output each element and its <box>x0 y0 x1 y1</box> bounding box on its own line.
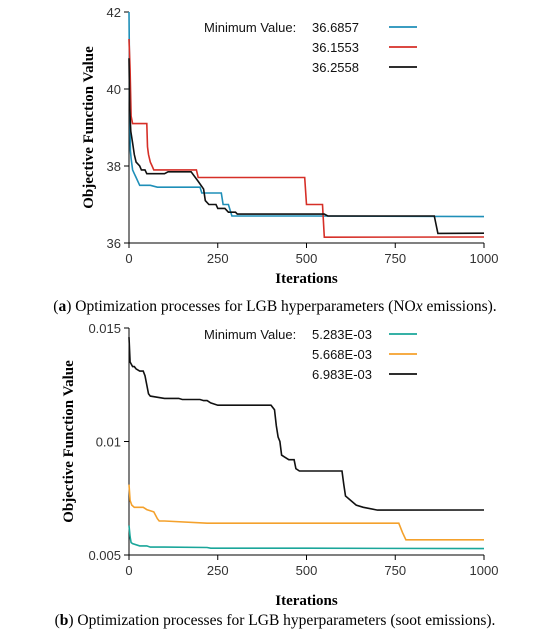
legend-title: Minimum Value: <box>204 20 296 35</box>
y-tick-label: 36 <box>107 236 121 251</box>
y-tick-label: 40 <box>107 82 121 97</box>
y-tick-label: 0.015 <box>88 321 121 336</box>
x-tick-label: 1000 <box>470 251 499 266</box>
chart-a: 0 250 500 750 1000 36 38 40 42 Iterations Objectiv… <box>81 5 498 287</box>
caption-a-text: Optimization processes for LGB hyperpara… <box>71 298 416 315</box>
x-tick-label: 500 <box>296 251 318 266</box>
y-axis-label: Objective Function Value <box>61 360 77 523</box>
x-tick-label: 1000 <box>470 563 499 578</box>
x-tick-label: 250 <box>207 563 229 578</box>
legend-title: Minimum Value: <box>204 327 296 342</box>
legend: Minimum Value: 36.6857 36.1553 36.2558 <box>204 20 417 75</box>
legend-value-2: 36.1553 <box>312 40 359 55</box>
y-tick-label: 42 <box>107 5 121 20</box>
y-tick-label: 38 <box>107 159 121 174</box>
series-line-3 <box>128 58 485 235</box>
caption-b: (b) Optimization processes for LGB hyper… <box>54 612 496 629</box>
caption-b-text: Optimization processes for LGB hyperpara… <box>73 612 496 629</box>
series-line-1 <box>128 11 485 218</box>
chart-b: 0 250 500 750 1000 0.005 0.01 0.015 Iterations Ob… <box>61 321 498 609</box>
legend-value-1: 36.6857 <box>312 20 359 35</box>
legend-value-3: 36.2558 <box>312 60 359 75</box>
legend-value-3: 6.983E-03 <box>312 367 372 382</box>
y-axis-label: Objective Function Value <box>81 46 97 209</box>
series-line-2 <box>128 38 485 239</box>
x-tick-label: 750 <box>384 563 406 578</box>
x-tick-label: 0 <box>125 563 132 578</box>
legend-value-2: 5.668E-03 <box>312 347 372 362</box>
series-line-2 <box>128 484 484 541</box>
caption-b-letter: b <box>59 612 69 629</box>
caption-a-letter: a <box>58 298 67 315</box>
x-tick-label: 750 <box>384 251 406 266</box>
x-tick-label: 250 <box>207 251 229 266</box>
legend: Minimum Value: 5.283E-03 5.668E-03 6.983E-0… <box>204 327 417 382</box>
legend-value-1: 5.283E-03 <box>312 327 372 342</box>
series-line-1 <box>128 525 485 550</box>
x-axis-label: Iterations <box>275 593 338 609</box>
y-tick-label: 0.01 <box>96 435 121 450</box>
x-tick-label: 0 <box>125 251 132 266</box>
x-tick-label: 500 <box>296 563 318 578</box>
series-line-3 <box>128 337 485 511</box>
caption-a: (a) Optimization processes for LGB hyper… <box>53 298 497 315</box>
x-axis-label: Iterations <box>275 271 338 287</box>
y-tick-label: 0.005 <box>88 548 121 563</box>
